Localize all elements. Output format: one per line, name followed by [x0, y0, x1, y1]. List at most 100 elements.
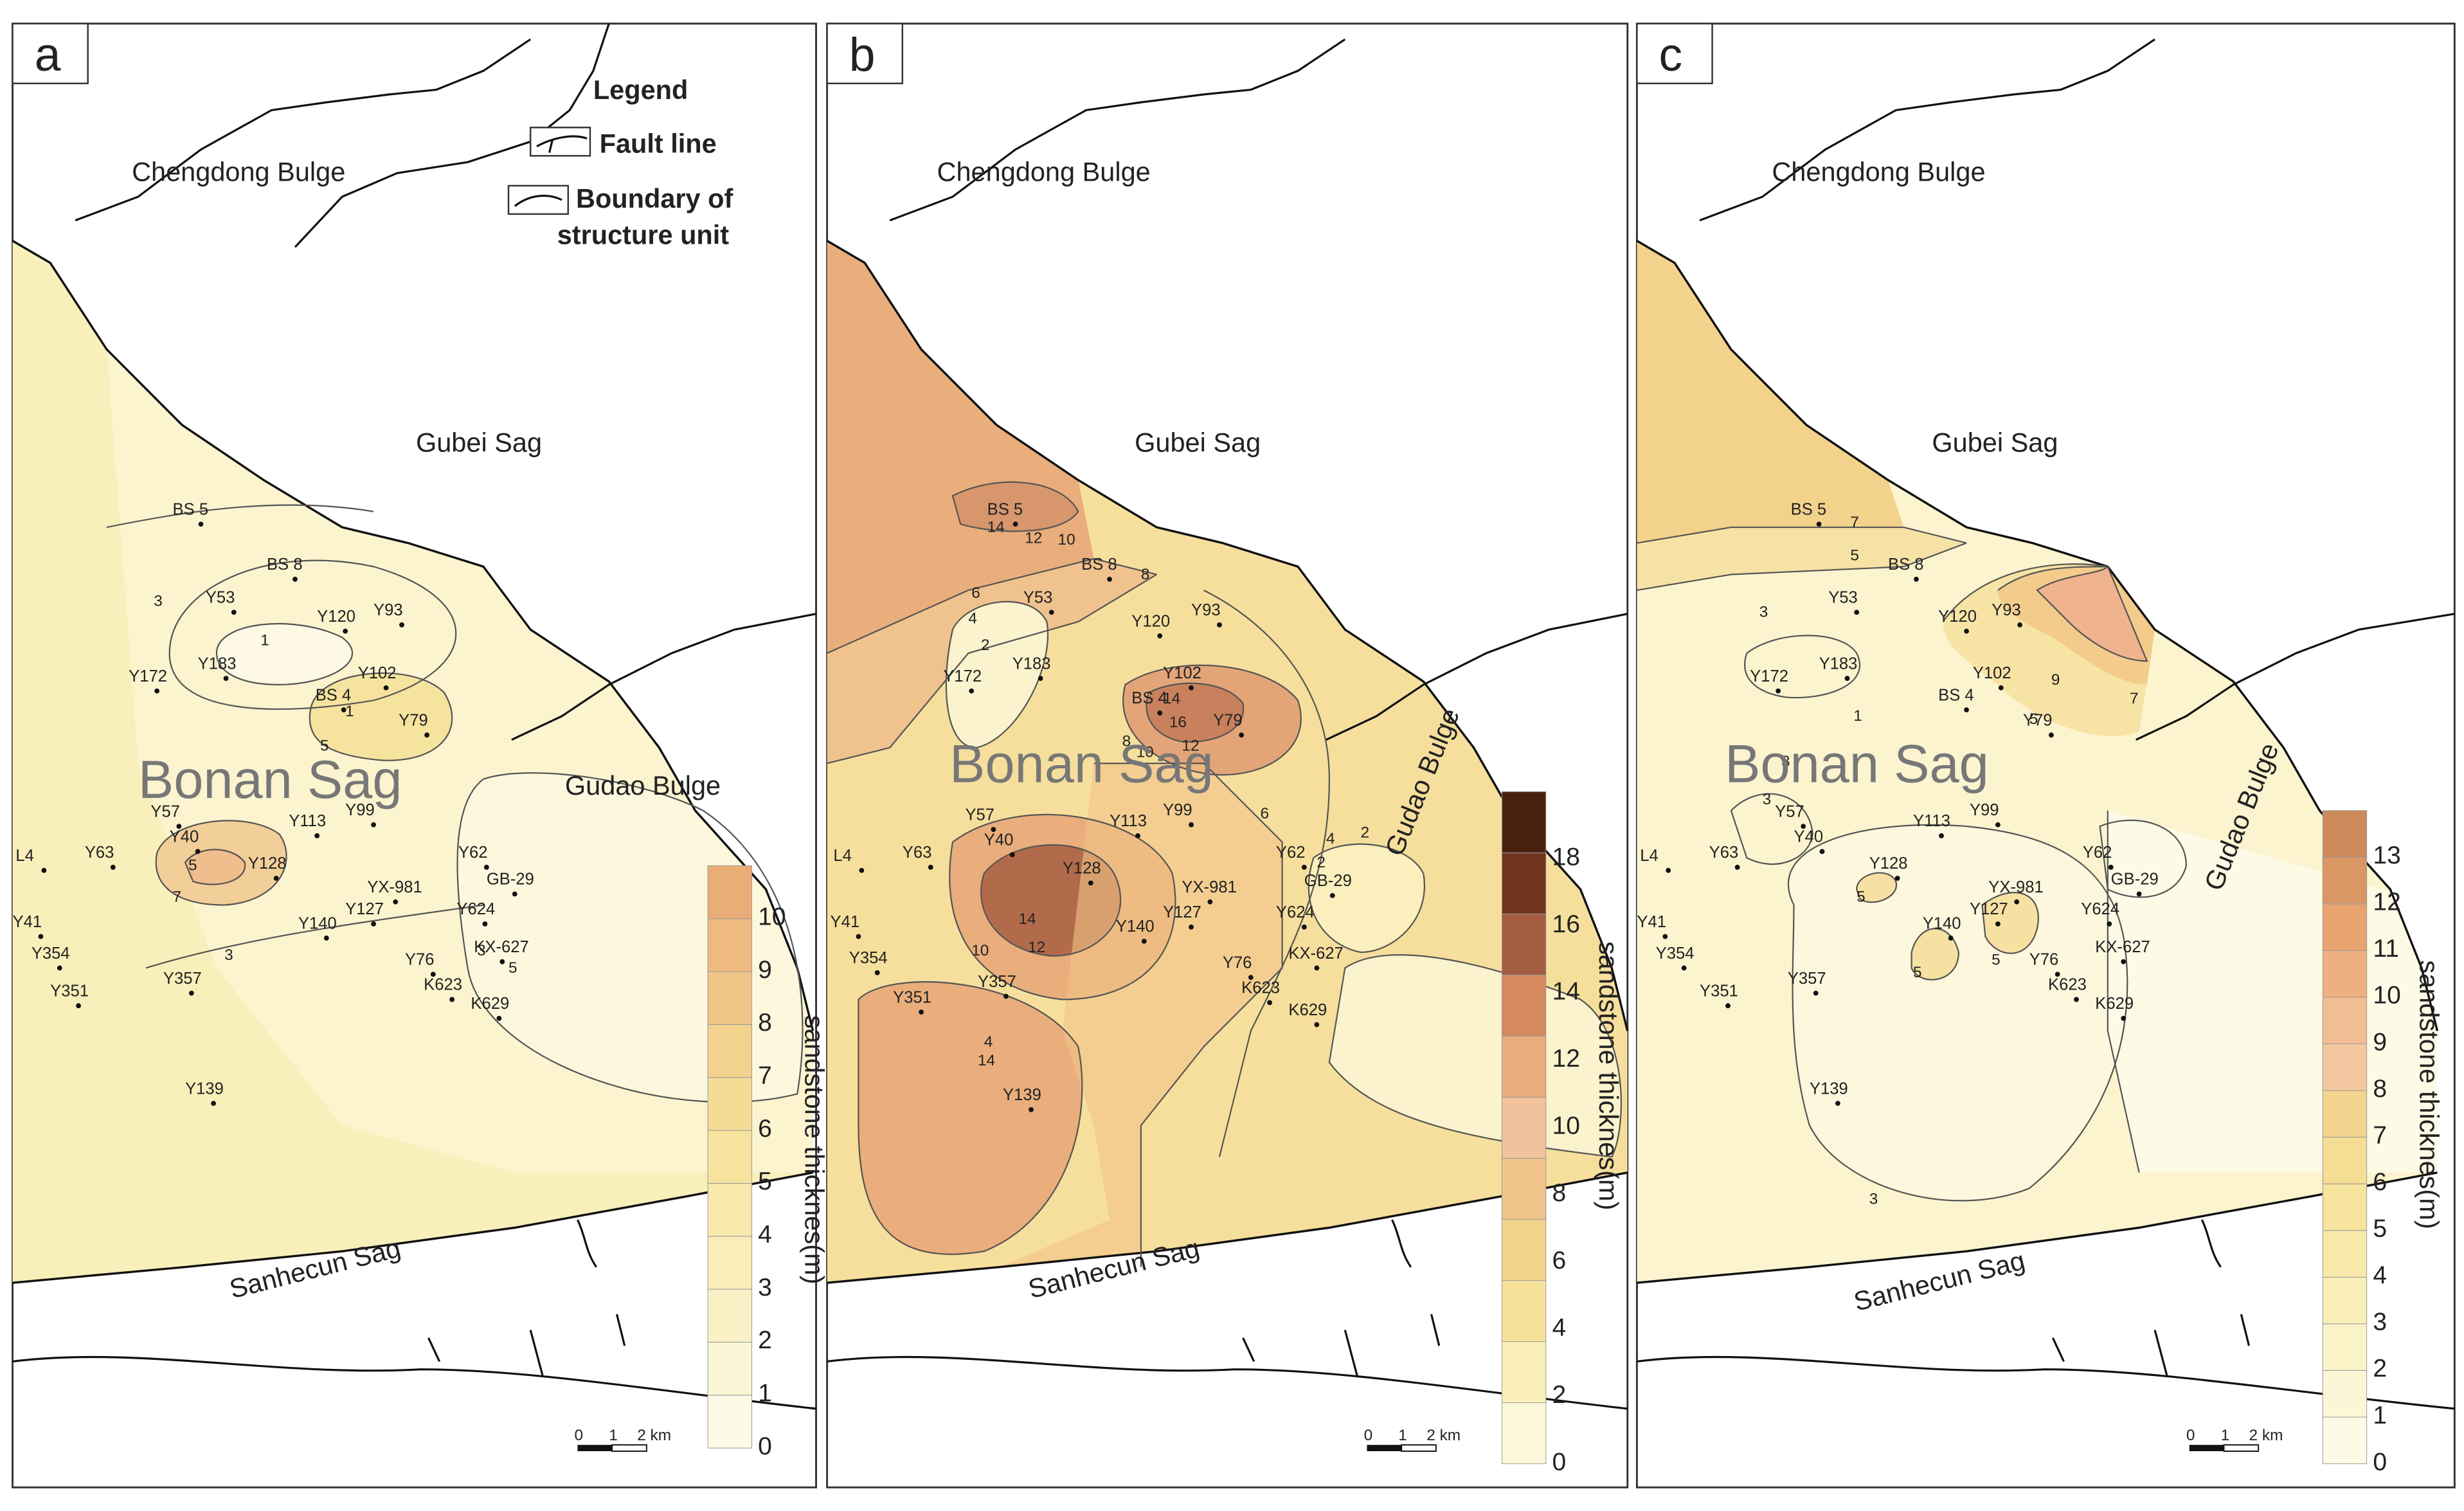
- colorbar-tick: 3: [758, 1274, 772, 1301]
- well-label: GB-29: [1304, 872, 1352, 890]
- contour-label: 6: [1260, 805, 1269, 822]
- well-label: Y41: [13, 913, 42, 931]
- contour-label: 1: [1853, 707, 1862, 725]
- well-label: Y354: [31, 945, 70, 963]
- scale-bar: 0 1 2 km: [1364, 1427, 1461, 1452]
- well-label: Y63: [903, 844, 932, 862]
- well-point: [1816, 521, 1822, 527]
- scale-tick: 2 km: [637, 1427, 671, 1444]
- colorbar-tick: 16: [1552, 910, 1580, 938]
- well-point: [1854, 610, 1860, 615]
- colorbar-swatch: [2322, 1416, 2368, 1465]
- well-label: Y57: [965, 806, 994, 824]
- well-point: [1998, 685, 2004, 691]
- colorbar-swatch: [1501, 1157, 1547, 1220]
- well-point: [1029, 1107, 1034, 1112]
- well-label: Y354: [849, 949, 888, 967]
- region-gubei: Gubei Sag: [416, 428, 542, 458]
- well-point: [195, 849, 201, 855]
- well-point: [2074, 997, 2079, 1002]
- well-point: [1835, 1101, 1840, 1106]
- well-point: [449, 997, 455, 1002]
- contour-label: 3: [1781, 753, 1790, 770]
- colorbar-tick: 3: [2373, 1308, 2387, 1336]
- colorbar-tick: 8: [1552, 1179, 1567, 1207]
- colorbar-tick: 2: [758, 1326, 772, 1354]
- colorbar-swatch: [2322, 1183, 2368, 1231]
- well-label: Y120: [317, 608, 355, 626]
- region-chengdong: Chengdong Bulge: [937, 156, 1151, 186]
- colorbar-swatch: [707, 1236, 752, 1290]
- well-label: KX-627: [1288, 945, 1343, 963]
- well-point: [991, 827, 996, 832]
- colorbar-swatch: [2322, 1230, 2368, 1278]
- well-label: Y120: [1131, 612, 1170, 630]
- well-label: Y357: [978, 973, 1016, 991]
- well-point: [1012, 521, 1018, 527]
- colorbar-swatch: [707, 1182, 752, 1237]
- colorbar-tick: 4: [1552, 1314, 1567, 1341]
- well-label: Y139: [185, 1080, 224, 1098]
- colorbar-tick: 6: [2373, 1168, 2387, 1196]
- well-point: [1995, 921, 2001, 927]
- region-bonan: Bonan Sag: [138, 750, 402, 810]
- well-label: Y139: [1810, 1080, 1848, 1098]
- colorbar-tick: 0: [2373, 1448, 2387, 1476]
- well-point: [38, 934, 44, 939]
- contour-label: 16: [1169, 714, 1187, 731]
- well-label: Y99: [1970, 801, 1999, 819]
- well-label: BS 4: [1938, 686, 1974, 704]
- colorbar: 0 2 4 6 8 10 12 14 16 18 sandstone thicknes(m): [1501, 791, 1624, 1476]
- well-point: [371, 822, 376, 828]
- well-point: [2014, 899, 2020, 905]
- colorbar-swatch: [2322, 1276, 2368, 1325]
- scale-tick: 0: [575, 1427, 584, 1444]
- colorbar-swatch: [1501, 1035, 1547, 1098]
- well-label: BS 5: [987, 500, 1023, 518]
- colorbar-swatch: [2322, 950, 2368, 998]
- colorbar-tick: 7: [2373, 1121, 2387, 1149]
- well-point: [2136, 891, 2142, 897]
- colorbar-tick: 10: [758, 903, 786, 930]
- well-point: [1666, 867, 1671, 873]
- contour-label: 2: [981, 637, 990, 654]
- well-label: Y351: [893, 988, 931, 1006]
- well-label: Y624: [456, 900, 495, 918]
- contour-label: 10: [1058, 531, 1075, 548]
- well-point: [1964, 628, 1969, 634]
- well-label: Y76: [2029, 951, 2059, 969]
- well-point: [424, 732, 429, 738]
- well-label: KX-627: [474, 938, 528, 956]
- colorbar-swatch: [1501, 1218, 1547, 1281]
- well-label: Y351: [50, 982, 89, 1000]
- colorbar-tick: 7: [758, 1062, 772, 1089]
- colorbar-tick: 14: [1552, 978, 1580, 1006]
- colorbar-tick: 6: [1552, 1247, 1567, 1274]
- well-point: [1267, 1000, 1272, 1006]
- well-point: [1038, 676, 1043, 681]
- contour-label: 2: [1361, 824, 1370, 841]
- contour-label: 7: [1850, 514, 1859, 531]
- panel-letter: c: [1659, 28, 1683, 81]
- well-point: [57, 965, 62, 971]
- well-point: [1819, 849, 1825, 855]
- well-point: [1844, 676, 1850, 681]
- well-point: [1009, 852, 1015, 858]
- colorbar-tick: 0: [758, 1433, 772, 1460]
- well-label: Y76: [1223, 954, 1252, 972]
- colorbar-tick: 9: [758, 956, 772, 984]
- well-label: K623: [424, 976, 462, 994]
- boundary-line-icon: [514, 194, 562, 207]
- well-point: [1776, 688, 1781, 694]
- colorbar-swatch: [1501, 852, 1547, 914]
- well-point: [1662, 934, 1668, 939]
- contour-label: 12: [1182, 737, 1199, 755]
- colorbar-swatch: [707, 1130, 752, 1184]
- colorbar-tick: 5: [758, 1168, 772, 1195]
- colorbar-tick: 8: [2373, 1075, 2387, 1103]
- region-bonan: Bonan Sag: [949, 734, 1214, 794]
- well-point: [1088, 880, 1093, 886]
- contour-label: 14: [1163, 690, 1180, 707]
- well-point: [341, 707, 346, 712]
- legend-boundary-2: structure unit: [557, 219, 730, 249]
